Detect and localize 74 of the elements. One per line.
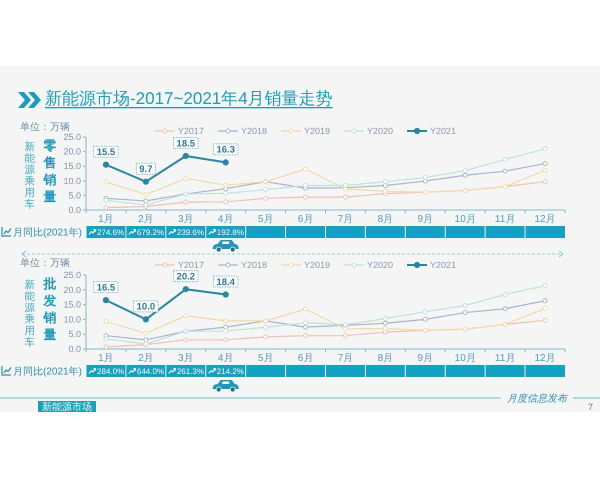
y-tick-label: 20.0 (63, 284, 81, 295)
x-tick-label: 5月 (258, 214, 274, 225)
y-tick-label: 25.0 (63, 132, 81, 142)
data-label: 18.5 (176, 138, 196, 150)
y-tick-label: 10.0 (63, 314, 81, 324)
legend-label: Y2019 (304, 126, 330, 136)
chart-title: 新能源市场-2017~2021年4月销量走势 (45, 89, 333, 108)
x-tick-label: 2月 (138, 353, 154, 364)
y-axis-title: 零售销量 (42, 138, 56, 204)
x-tick-label: 9月 (418, 353, 434, 364)
y-tick-label: 10.0 (63, 176, 81, 186)
x-tick-label: 4月 (218, 353, 234, 364)
x-tick-label: 8月 (378, 353, 394, 364)
text: 新能源乘用车 (24, 140, 36, 210)
x-tick-label: 12月 (534, 214, 556, 225)
x-tick-label: 1月 (98, 353, 114, 364)
legend-label: Y2021 (430, 126, 456, 136)
data-label: 15.5 (96, 147, 116, 158)
legend-label: Y2021 (430, 260, 456, 270)
x-tick-label: 3月 (178, 353, 194, 364)
legend-label: Y2019 (304, 260, 330, 270)
data-label: 16.5 (96, 282, 116, 294)
legend-label: Y2020 (367, 260, 394, 270)
x-tick-label: 5月 (258, 353, 274, 364)
text: 239.6% (176, 228, 204, 237)
x-tick-label: 7月 (338, 353, 354, 364)
text: 月同比(2021年) (13, 226, 82, 238)
text: 261.3% (176, 367, 204, 376)
y-tick-label: 15.0 (63, 161, 81, 172)
text: 679.2% (136, 228, 164, 237)
x-tick-label: 11月 (494, 353, 516, 364)
data-label: 10.0 (136, 302, 156, 313)
data-label: 18.4 (216, 276, 236, 288)
text: 192.8% (216, 228, 244, 237)
data-label: 16.3 (216, 144, 235, 156)
y-axis-title: 批发销量 (42, 276, 56, 342)
legend-label: Y2017 (178, 260, 204, 270)
text: 214.2% (216, 367, 244, 376)
x-tick-label: 3月 (178, 214, 194, 225)
text: 新能源市场 (42, 401, 92, 413)
text: 274.6% (97, 228, 124, 237)
y-tick-label: 0.0 (68, 205, 81, 215)
x-tick-label: 7月 (338, 214, 354, 225)
text: 284.0% (97, 367, 124, 376)
text: 7 (588, 402, 594, 412)
text: 新能源乘用车 (24, 278, 36, 348)
text: 单位：万辆 (20, 121, 70, 133)
x-tick-label: 10月 (454, 214, 476, 225)
x-tick-label: 4月 (218, 214, 234, 225)
x-tick-label: 2月 (138, 214, 154, 225)
y-tick-label: 20.0 (63, 146, 81, 157)
x-tick-label: 12月 (534, 353, 556, 364)
legend-label: Y2018 (240, 260, 267, 270)
text: 644.0% (136, 367, 164, 376)
x-tick-label: 8月 (378, 214, 394, 225)
x-tick-label: 9月 (418, 214, 434, 225)
legend-label: Y2020 (367, 126, 394, 136)
x-tick-label: 1月 (98, 214, 114, 225)
text: 月同比(2021年) (13, 366, 82, 378)
x-tick-label: 6月 (298, 353, 314, 364)
y-tick-label: 15.0 (63, 300, 81, 310)
y-tick-label: 5.0 (68, 190, 81, 200)
x-tick-label: 10月 (454, 353, 476, 364)
y-tick-label: 0.0 (68, 344, 81, 354)
y-tick-label: 5.0 (68, 329, 81, 340)
x-tick-label: 11月 (494, 214, 516, 225)
text: 单位：万辆 (20, 257, 70, 269)
legend-label: Y2017 (178, 126, 204, 136)
text: 月度信息发布 (507, 392, 569, 404)
x-tick-label: 6月 (298, 214, 314, 225)
data-label: 9.7 (139, 164, 152, 175)
legend-label: Y2018 (240, 126, 267, 136)
data-label: 20.2 (176, 272, 196, 283)
y-tick-label: 25.0 (63, 270, 81, 280)
